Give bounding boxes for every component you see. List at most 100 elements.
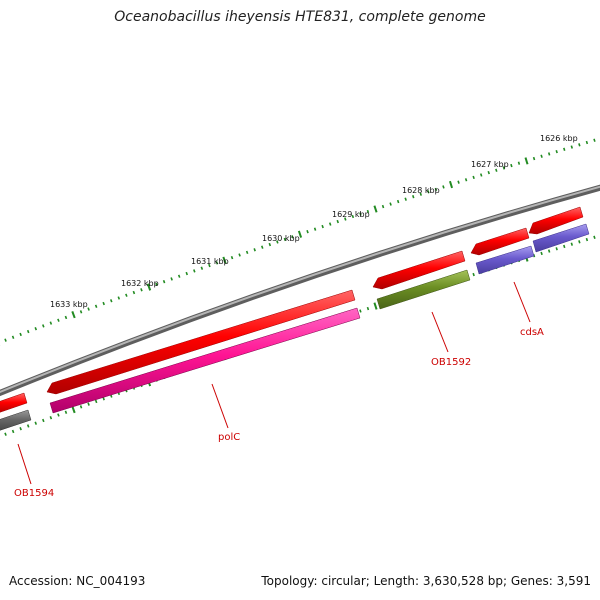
outer-ring-minor-tick xyxy=(117,296,121,300)
tick-label-1627: 1627 kbp xyxy=(471,160,509,169)
outer-ring-minor-tick xyxy=(366,209,370,214)
outer-ring-minor-tick xyxy=(125,293,128,297)
outer-ring-minor-tick xyxy=(359,212,362,216)
tick-label-1632: 1632 kbp xyxy=(121,279,159,288)
tick-label-1633: 1633 kbp xyxy=(50,300,88,309)
inner-ring-minor-tick xyxy=(26,424,30,428)
inner-ring-minor-tick xyxy=(34,421,38,425)
outer-ring-minor-tick xyxy=(42,324,45,328)
outer-ring-minor-tick xyxy=(563,147,566,152)
outer-ring-major-tick xyxy=(222,256,227,264)
inner-ring-major-tick xyxy=(71,405,76,414)
outer-ring-minor-tick xyxy=(412,195,415,199)
gene-label-OB1592: OB1592 xyxy=(431,357,471,368)
outer-ring-minor-tick xyxy=(487,170,490,175)
feature-red-1 xyxy=(528,206,584,235)
inner-ring-minor-tick xyxy=(11,429,15,434)
outer-ring-minor-tick xyxy=(585,140,589,145)
gene-label-OB1594: OB1594 xyxy=(14,488,54,499)
outer-ring-major-tick xyxy=(146,283,152,291)
gene-label-polC: polC xyxy=(218,432,240,443)
inner-ring-minor-tick xyxy=(4,432,7,436)
outer-ring-minor-tick xyxy=(434,187,438,192)
feature-purple-2 xyxy=(475,245,535,275)
outer-ring-minor-tick xyxy=(276,240,279,244)
inner-ring-minor-tick xyxy=(94,399,98,404)
feature-red-3 xyxy=(372,250,466,290)
outer-ring-minor-tick xyxy=(261,245,264,249)
feature-red-2 xyxy=(470,227,530,256)
outer-ring-minor-tick xyxy=(419,192,423,196)
outer-ring-minor-tick xyxy=(313,227,317,231)
inner-ring-minor-tick xyxy=(42,418,45,423)
outer-ring-minor-tick xyxy=(19,332,22,337)
outer-ring-minor-tick xyxy=(94,304,98,308)
outer-ring-minor-tick xyxy=(344,217,347,221)
gene-label-cdsA: cdsA xyxy=(520,327,544,338)
outer-ring-minor-tick xyxy=(79,310,83,314)
outer-ring-minor-tick xyxy=(87,307,90,311)
outer-ring-minor-tick xyxy=(510,163,513,168)
outer-ring-minor-tick xyxy=(102,301,105,306)
outer-ring-minor-tick xyxy=(593,138,596,142)
gene-labels: cdsA OB1592 polC OB1594 xyxy=(14,327,544,499)
outer-ring-major-tick xyxy=(373,205,378,213)
outer-ring-minor-tick xyxy=(291,235,294,239)
outer-ring-minor-tick xyxy=(570,145,573,149)
outer-ring-minor-tick xyxy=(306,230,309,234)
outer-ring-minor-tick xyxy=(253,248,256,252)
outer-ring-minor-tick xyxy=(457,180,460,184)
inner-ring-minor-tick xyxy=(359,309,362,313)
outer-tick-ring xyxy=(0,138,596,346)
inner-ring-minor-tick xyxy=(547,249,551,253)
outer-ring-minor-tick xyxy=(495,168,498,172)
callout-line-cdsA xyxy=(513,281,531,323)
outer-ring-minor-tick xyxy=(26,329,30,334)
inner-ring-minor-tick xyxy=(585,237,589,242)
outer-ring-minor-tick xyxy=(193,269,196,273)
feature-lane-lower xyxy=(0,223,590,431)
outer-ring-minor-tick xyxy=(555,149,558,154)
outer-ring-minor-tick xyxy=(155,282,158,287)
outer-ring-major-tick xyxy=(297,230,303,238)
tick-label-1629: 1629 kbp xyxy=(332,210,370,219)
inner-ring-minor-tick xyxy=(49,416,53,420)
outer-ring-minor-tick xyxy=(502,166,506,170)
outer-ring-minor-tick xyxy=(162,279,166,284)
outer-ring-minor-tick xyxy=(140,288,143,292)
outer-ring-minor-tick xyxy=(517,161,521,165)
genome-backbone xyxy=(0,184,600,397)
outer-ring-minor-tick xyxy=(200,266,204,270)
outer-ring-minor-tick xyxy=(328,222,332,226)
outer-ring-minor-tick xyxy=(34,327,38,331)
outer-ring-minor-tick xyxy=(238,253,241,257)
outer-ring-minor-tick xyxy=(381,204,385,209)
outer-ring-minor-tick xyxy=(321,224,324,229)
callout-line-OB1594 xyxy=(17,443,32,485)
outer-ring-minor-tick xyxy=(547,152,551,156)
outer-ring-minor-tick xyxy=(132,290,136,295)
outer-ring-minor-tick xyxy=(109,299,113,303)
outer-ring-minor-tick xyxy=(215,261,219,265)
outer-ring-minor-tick xyxy=(479,173,483,177)
tick-label-1631: 1631 kbp xyxy=(191,257,229,266)
outer-ring-minor-tick xyxy=(268,242,272,247)
inner-ring-minor-tick xyxy=(472,272,475,277)
accession-text: Accession: NC_004193 xyxy=(9,574,146,588)
tick-label-1628: 1628 kbp xyxy=(402,186,440,195)
inner-ring-minor-tick xyxy=(79,405,83,409)
outer-ring-minor-tick xyxy=(4,338,7,342)
inner-ring-major-tick xyxy=(373,302,378,310)
gene-callouts xyxy=(17,281,531,485)
feature-red-5 xyxy=(0,392,28,413)
inner-ring-minor-tick xyxy=(87,402,90,406)
inner-ring-minor-tick xyxy=(578,240,581,244)
outer-ring-minor-tick xyxy=(464,178,468,182)
inner-ring-minor-tick xyxy=(540,251,543,256)
outer-ring-minor-tick xyxy=(230,255,234,260)
feature-lane-upper xyxy=(0,206,584,413)
inner-ring-minor-tick xyxy=(57,413,60,417)
outer-ring-major-tick xyxy=(71,311,76,319)
outer-ring-minor-tick xyxy=(389,202,392,206)
feature-red-4 xyxy=(46,289,356,395)
